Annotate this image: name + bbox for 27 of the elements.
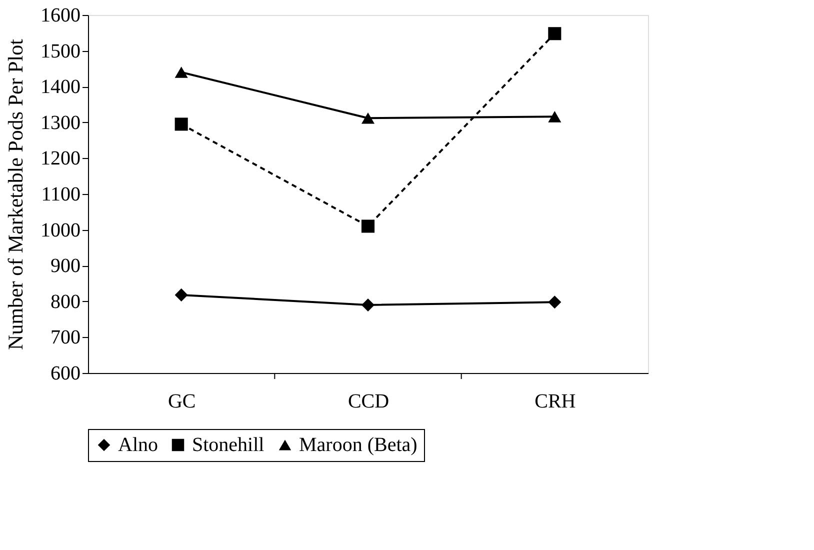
x-tick-label: GC: [168, 390, 196, 412]
y-tick-label: 1300: [40, 112, 80, 134]
x-tick-label: CCD: [348, 390, 390, 412]
y-tick-label: 1000: [40, 219, 80, 242]
x-tick-label: CRH: [534, 390, 576, 412]
legend-label: Stonehill: [192, 434, 265, 456]
point: [548, 111, 562, 122]
y-tick-label: 1100: [41, 184, 80, 206]
y-tick-label: 1200: [40, 148, 80, 170]
point: [548, 296, 562, 309]
point: [361, 220, 375, 233]
y-axis-title: Number of Marketable Pods Per Plot: [4, 38, 28, 350]
point: [174, 118, 188, 131]
y-tick-label: 600: [50, 362, 80, 384]
y-tick-label: 900: [50, 255, 80, 278]
y-tick-label: 1600: [40, 4, 80, 26]
point: [174, 288, 188, 302]
point: [361, 112, 375, 124]
point: [361, 298, 375, 312]
y-tick-label: 1500: [40, 40, 80, 62]
legend-label: Maroon (Beta): [299, 434, 418, 456]
point: [548, 27, 562, 40]
y-tick-label: 700: [50, 326, 80, 349]
y-tick-label: 1400: [40, 76, 80, 98]
point: [174, 66, 188, 78]
legend-label: Alno: [118, 434, 158, 456]
y-tick-label: 800: [50, 290, 80, 313]
